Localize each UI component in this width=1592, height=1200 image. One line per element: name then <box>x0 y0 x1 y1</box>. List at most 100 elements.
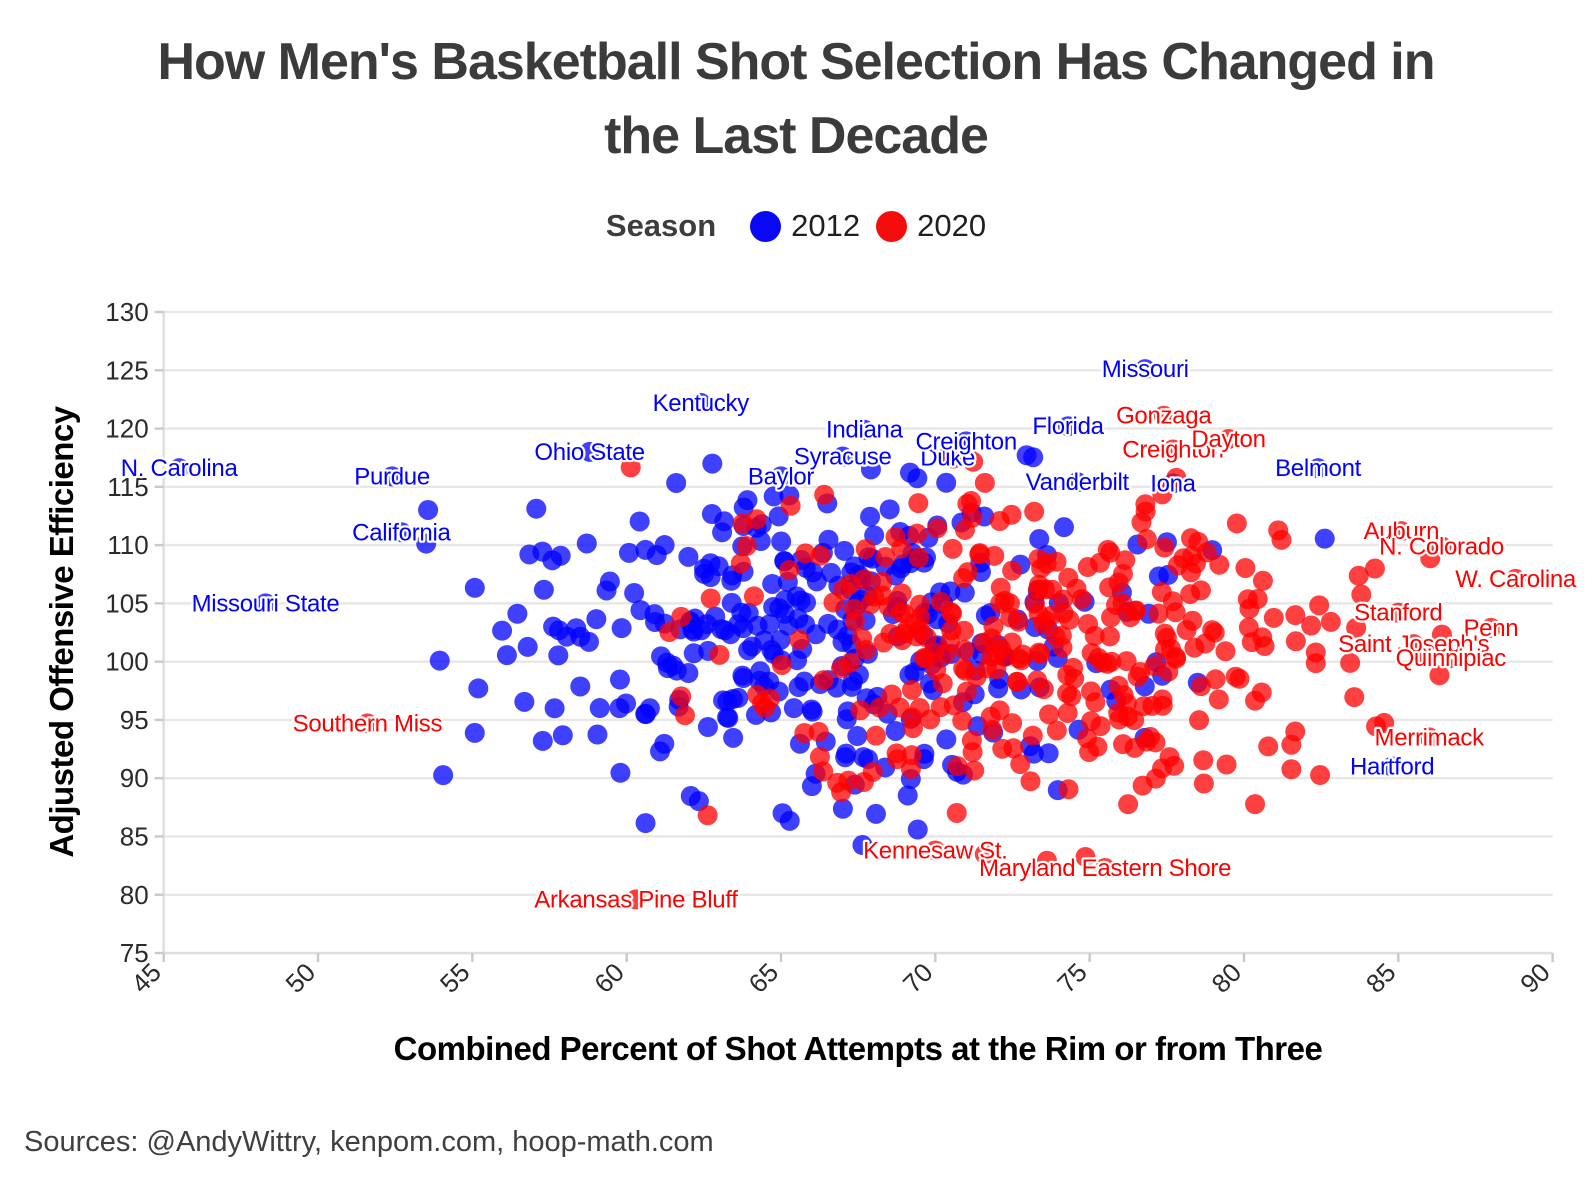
data-point-2012 <box>382 466 403 487</box>
data-point-2020 <box>1099 577 1120 598</box>
team-label: Penn <box>1463 615 1518 642</box>
data-point-2012 <box>416 533 437 554</box>
data-point-2020 <box>1215 641 1236 662</box>
data-point-2020 <box>1182 610 1203 631</box>
data-point-2020 <box>1154 623 1175 644</box>
x-tick-label: 75 <box>1051 957 1093 999</box>
data-point-2020 <box>1075 846 1096 867</box>
data-point-2020 <box>1061 686 1082 707</box>
data-point-2020 <box>771 654 792 675</box>
legend-item-2012: 2012 <box>750 208 860 244</box>
data-point-2020 <box>901 679 922 700</box>
data-point-2012 <box>683 621 704 642</box>
data-point-2020 <box>1252 570 1273 591</box>
data-point-2012 <box>496 645 517 666</box>
y-tick-label: 115 <box>107 472 148 502</box>
data-point-2012 <box>907 819 928 840</box>
y-tick-label: 85 <box>120 821 149 851</box>
data-point-2020 <box>925 840 946 861</box>
team-label: Creighton <box>916 428 1017 455</box>
data-point-2020 <box>891 583 912 604</box>
data-point-2020 <box>794 722 815 743</box>
data-point-2020 <box>1254 636 1275 657</box>
data-point-2020 <box>814 484 835 505</box>
data-point-2020 <box>1180 528 1201 549</box>
data-point-2020 <box>1247 588 1268 609</box>
data-point-2020 <box>939 631 960 652</box>
x-tick-label: 55 <box>434 957 476 999</box>
data-point-2020 <box>854 569 875 590</box>
data-point-2012 <box>762 573 783 594</box>
data-point-2012 <box>526 498 547 519</box>
data-point-2012 <box>429 650 450 671</box>
data-point-2012 <box>737 490 758 511</box>
data-point-2012 <box>805 624 826 645</box>
data-point-2012 <box>1016 445 1037 466</box>
data-point-2020 <box>1431 536 1452 557</box>
data-point-2020 <box>795 543 816 564</box>
team-label: Saint Joseph's <box>1338 631 1489 658</box>
title-line-1: How Men's Basketball Shot Selection Has … <box>157 33 1435 91</box>
team-label: Purdue <box>354 463 430 490</box>
data-point-2020 <box>1001 504 1022 525</box>
data-point-2020 <box>923 642 944 663</box>
team-label: Belmont <box>1275 455 1362 482</box>
data-point-2012 <box>514 691 535 712</box>
title-line-2: the Last Decade <box>604 106 989 165</box>
data-point-2020 <box>709 644 730 665</box>
y-tick-label: 120 <box>105 414 148 444</box>
data-point-2012 <box>697 717 718 738</box>
data-point-2012 <box>517 636 538 657</box>
data-point-2020 <box>1209 554 1230 575</box>
data-point-2012 <box>552 725 573 746</box>
data-point-2012 <box>852 835 873 856</box>
data-point-2012 <box>763 486 784 507</box>
y-tick-label: 100 <box>105 647 148 677</box>
data-point-2020 <box>1022 725 1043 746</box>
data-point-2020 <box>1136 731 1157 752</box>
data-point-2012 <box>618 542 639 563</box>
data-point-2020 <box>1258 736 1279 757</box>
team-label: Quinnipiac <box>1396 645 1507 672</box>
team-label: N. Colorado <box>1379 533 1504 560</box>
team-label: Florida <box>1032 413 1104 440</box>
data-point-2020 <box>1164 755 1185 776</box>
data-point-2012 <box>1058 416 1079 437</box>
data-point-2020 <box>855 539 876 560</box>
data-point-2020 <box>953 620 974 641</box>
data-point-2020 <box>865 725 886 746</box>
team-label: Ohio State <box>534 439 644 466</box>
y-tick-label: 105 <box>105 588 148 618</box>
data-point-2020 <box>1281 759 1302 780</box>
y-tick-label: 125 <box>105 355 148 385</box>
data-point-2020 <box>1046 551 1067 572</box>
data-point-2012 <box>533 579 554 600</box>
data-point-2012 <box>806 571 827 592</box>
legend-swatch-2012-icon <box>750 210 782 242</box>
team-label: Syracuse <box>794 444 892 471</box>
data-point-2012 <box>589 698 610 719</box>
data-point-2012 <box>721 592 742 613</box>
data-point-2020 <box>900 758 921 779</box>
y-axis-title: Adjusted Offensive Efficiency <box>43 406 80 858</box>
data-point-2020 <box>625 889 646 910</box>
data-point-2020 <box>831 782 852 803</box>
data-point-2012 <box>779 810 800 831</box>
data-point-2020 <box>943 448 964 469</box>
team-label: Gonzaga <box>1116 403 1212 430</box>
data-point-2012 <box>654 733 675 754</box>
data-point-2012 <box>646 545 667 566</box>
data-point-2020 <box>1033 679 1054 700</box>
data-point-2020 <box>1095 857 1116 878</box>
team-label: Vanderbilt <box>1026 469 1130 496</box>
data-point-2020 <box>1235 557 1256 578</box>
data-point-2020 <box>1310 765 1331 786</box>
x-tick-label: 50 <box>280 957 322 999</box>
data-point-2020 <box>1066 578 1087 599</box>
data-point-2012 <box>492 620 513 641</box>
team-label: Merrimack <box>1375 724 1486 751</box>
data-point-2020 <box>1148 603 1169 624</box>
data-point-2020 <box>357 713 378 734</box>
data-point-2012 <box>771 466 791 487</box>
data-point-2012 <box>570 676 591 697</box>
